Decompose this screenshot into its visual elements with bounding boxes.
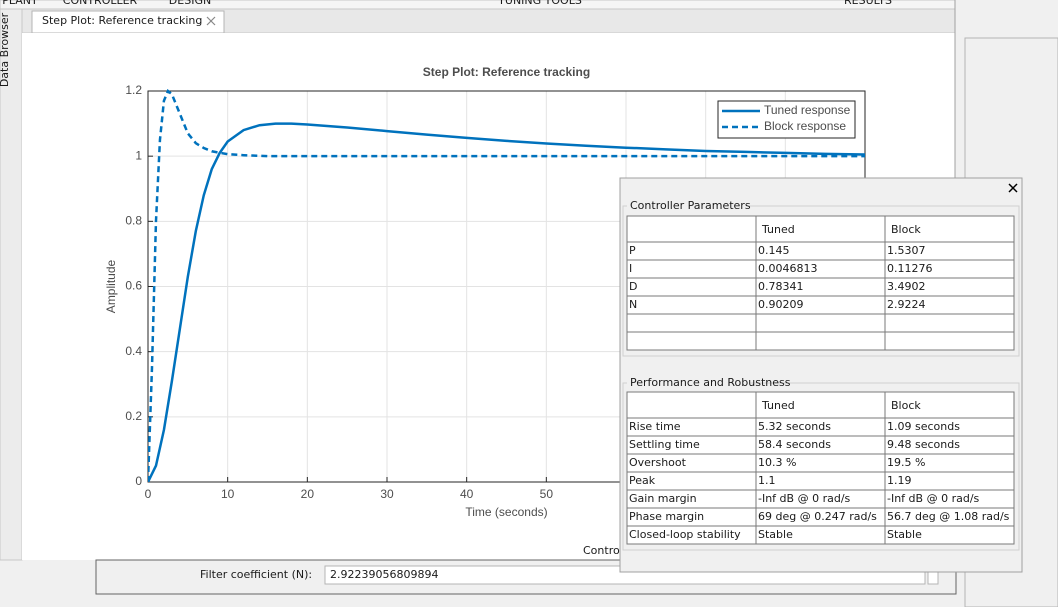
y-tick-label: 0 [135, 474, 142, 488]
group-title-bg [627, 377, 749, 389]
table-cell: Settling time [629, 438, 700, 451]
group-title-bg [627, 200, 749, 212]
table-cell: Gain margin [629, 492, 697, 505]
response-line [148, 122, 865, 482]
table-cell: -Inf dB @ 0 rad/s [887, 492, 980, 505]
toolstrip-tab[interactable]: PLANT [2, 0, 38, 7]
table-cell: Phase margin [629, 510, 704, 523]
table-cell: Rise time [629, 420, 681, 433]
table-cell: 1.5307 [887, 244, 926, 257]
legend-label: Tuned response [764, 103, 851, 117]
x-axis-label: Time (seconds) [465, 505, 547, 519]
side-panel [0, 8, 23, 561]
table-cell: 19.5 % [887, 456, 925, 469]
parameters-popup: Controller Parameters Tuned Block P 0.145 1.5… [619, 177, 1023, 573]
popup-close-b[interactable] [1008, 183, 1018, 193]
table-cell: 1.19 [887, 474, 912, 487]
chart: 010203040506070809000.20.40.60.811.2Step… [104, 65, 872, 519]
table-cell: 56.7 deg @ 1.08 rad/s [887, 510, 1010, 523]
chart-title: Step Plot: Reference tracking [423, 65, 590, 79]
y-tick-label: 1 [135, 148, 142, 162]
x-tick-label: 30 [380, 487, 394, 501]
table-cell: 1.09 seconds [887, 420, 960, 433]
table-cell: Peak [629, 474, 656, 487]
table-cell: 0.90209 [758, 298, 804, 311]
x-tick-label: 40 [460, 487, 474, 501]
toolstrip-tab[interactable]: TUNING TOOLS [497, 0, 582, 7]
legend-box [717, 100, 856, 139]
table-cell: 1.1 [758, 474, 776, 487]
response-line [148, 89, 865, 482]
table-cell: 2.9224 [887, 298, 926, 311]
x-tick-label: 20 [301, 487, 315, 501]
table-cell: -Inf dB @ 0 rad/s [758, 492, 851, 505]
table-cell: 69 deg @ 0.247 rad/s [758, 510, 877, 523]
y-tick-label: 0.6 [125, 279, 142, 293]
group-box [622, 205, 1020, 357]
x-tick-label: 50 [540, 487, 554, 501]
table-cell: N [629, 298, 637, 311]
group-title: Performance and Robustness [630, 376, 791, 389]
table-cell: I [629, 262, 632, 275]
y-tick-label: 0.2 [125, 409, 142, 423]
table-cell: 5.32 seconds [758, 420, 831, 433]
table-cell: Overshoot [629, 456, 687, 469]
content: PLANT CONTROLLER DESIGN TUNING TOOLS RESULTS… [0, 0, 1023, 581]
toolstrip-tab[interactable]: CONTROLLER [63, 0, 138, 7]
y-tick-label: 1.2 [125, 83, 142, 97]
legend-label: Block response [764, 119, 846, 133]
table-header: Tuned [761, 399, 795, 412]
table-cell: 9.48 seconds [887, 438, 960, 451]
table-cell: P [629, 244, 636, 257]
y-axis-label: Amplitude [104, 260, 118, 314]
table-cell: Stable [758, 528, 793, 541]
document-tab-label[interactable]: Step Plot: Reference tracking [42, 14, 202, 27]
filter-value[interactable]: 2.92239056809894 [330, 568, 438, 581]
table-cell: 58.4 seconds [758, 438, 831, 451]
table-cell: 3.4902 [887, 280, 926, 293]
filter-label: Filter coefficient (N): [200, 568, 312, 581]
table-cell: 0.11276 [887, 262, 933, 275]
table-cell: Stable [887, 528, 922, 541]
table-header: Block [891, 223, 921, 236]
table-cell: 0.145 [758, 244, 790, 257]
group-box [622, 382, 1020, 551]
table-cell: Closed-loop stability [629, 528, 741, 541]
side-panel-label[interactable]: Data Browser [0, 12, 11, 87]
x-tick-label: 0 [145, 487, 152, 501]
table-cell: 0.0046813 [758, 262, 818, 275]
toolstrip [0, 0, 956, 10]
status-text: Contro [583, 544, 620, 557]
y-tick-label: 0.8 [125, 214, 142, 228]
table-header: Tuned [761, 223, 795, 236]
table [626, 215, 1015, 351]
y-tick-label: 0.4 [125, 344, 142, 358]
table-header: Block [891, 399, 921, 412]
toolstrip-tab[interactable]: RESULTS [844, 0, 892, 7]
table-cell: 0.78341 [758, 280, 804, 293]
table-cell: D [629, 280, 637, 293]
tab-close-icon[interactable] [206, 16, 216, 26]
x-tick-label: 10 [221, 487, 235, 501]
toolstrip-tab[interactable]: DESIGN [169, 0, 211, 7]
table-cell: 10.3 % [758, 456, 796, 469]
table [626, 391, 1015, 545]
group-title: Controller Parameters [630, 199, 751, 212]
